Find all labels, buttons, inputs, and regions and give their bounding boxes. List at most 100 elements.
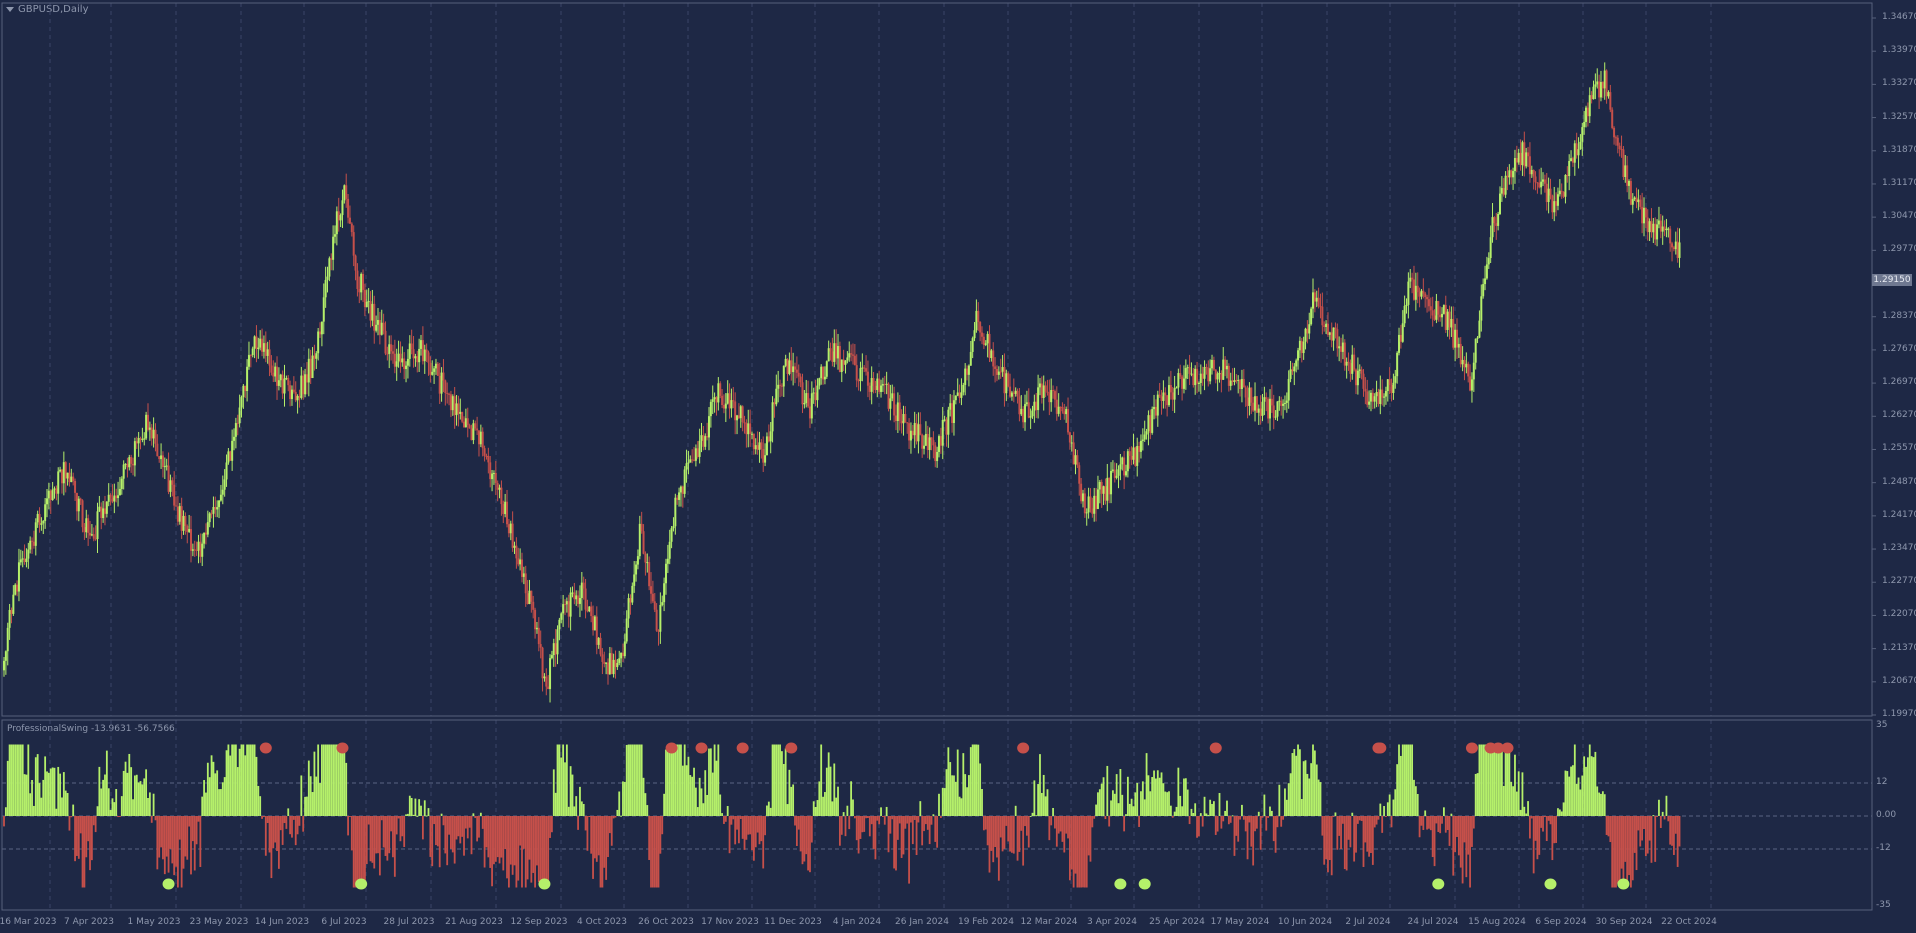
indicator-bar	[689, 775, 692, 816]
candle-body	[545, 676, 548, 687]
indicator-bar	[1648, 816, 1651, 841]
indicator-bar	[145, 769, 148, 816]
candle-body	[233, 436, 236, 441]
candle-body	[1111, 469, 1114, 471]
indicator-bar	[1250, 816, 1253, 847]
indicator-bar	[536, 816, 538, 866]
candle-body	[1010, 392, 1013, 397]
indicator-bar	[90, 816, 93, 861]
candle-body	[483, 448, 486, 456]
indicator-bar	[506, 816, 508, 879]
candle-body	[124, 463, 127, 465]
candle-body	[659, 604, 662, 632]
indicator-bar	[1386, 802, 1389, 816]
indicator-bar	[964, 774, 967, 816]
indicator-bar	[767, 801, 770, 816]
price-tick-label: 1.22770	[1882, 576, 1916, 587]
indicator-bar	[730, 816, 733, 825]
candle-body	[997, 371, 1000, 375]
indicator-bar	[704, 770, 707, 816]
candle-body	[751, 433, 753, 435]
candle-body	[981, 332, 984, 337]
indicator-bar	[1654, 816, 1657, 862]
candle-body	[578, 597, 581, 604]
indicator-bar	[478, 816, 480, 838]
candle-body	[176, 506, 179, 522]
candle-body	[1024, 404, 1027, 423]
candle-body	[859, 368, 862, 382]
candle-body	[919, 424, 922, 435]
candle-body	[60, 469, 63, 484]
candle-body	[401, 358, 404, 363]
indicator-bar	[1302, 761, 1305, 816]
indicator-bar	[876, 816, 879, 821]
candle-body	[354, 255, 357, 271]
indicator-bar	[358, 816, 361, 888]
candle-body	[532, 601, 535, 610]
indicator-bar	[1641, 816, 1644, 841]
indicator-bar	[1644, 816, 1647, 857]
candle-body	[459, 411, 462, 414]
candle-body	[85, 518, 88, 533]
candle-body	[938, 436, 940, 452]
candle-body	[900, 420, 903, 424]
indicator-bar	[319, 783, 321, 816]
candle-body	[504, 501, 507, 515]
indicator-bar	[868, 816, 871, 837]
candle-body	[1542, 179, 1545, 182]
candle-body	[674, 497, 677, 527]
candle-body	[1244, 387, 1247, 398]
candle-body	[960, 392, 963, 398]
candle-body	[1644, 207, 1647, 218]
indicator-bar	[1031, 812, 1034, 816]
indicator-bar	[700, 788, 703, 816]
candle-body	[603, 661, 606, 664]
indicator-bar	[1011, 816, 1013, 853]
indicator-bar	[771, 744, 774, 816]
indicator-bar	[1585, 766, 1587, 816]
indicator-bar	[455, 816, 458, 840]
indicator-bar	[1274, 816, 1277, 853]
indicator-bar	[49, 768, 52, 816]
candle-body	[399, 353, 402, 363]
candle-body	[491, 473, 494, 480]
candle-body	[1401, 323, 1404, 342]
indicator-bar	[530, 816, 533, 883]
indicator-bar	[1224, 810, 1227, 816]
candle-body	[1158, 394, 1161, 397]
indicator-bar	[534, 816, 536, 888]
indicator-bar	[483, 816, 486, 868]
candle-body	[1614, 137, 1617, 139]
candle-body	[812, 392, 815, 394]
indicator-bar	[147, 798, 149, 816]
date-tick-label: 23 May 2023	[189, 917, 249, 927]
indicator-bar	[1368, 816, 1370, 857]
candle-body	[1231, 380, 1234, 382]
candle-body	[1616, 137, 1619, 146]
indicator-bar	[1220, 816, 1223, 829]
indicator-bar	[795, 816, 798, 846]
indicator-bar	[594, 816, 596, 859]
indicator-bar	[1263, 794, 1266, 816]
indicator-bar	[651, 816, 654, 888]
indicator-bar	[1459, 816, 1462, 868]
indicator-bar	[423, 800, 426, 816]
candle-body	[1323, 325, 1326, 328]
indicator-bar	[848, 816, 851, 830]
collapse-triangle-icon[interactable]	[6, 7, 14, 12]
indicator-bar	[560, 757, 563, 816]
candle-body	[990, 350, 993, 359]
indicator-bar	[1233, 816, 1236, 856]
indicator-bar	[291, 816, 293, 838]
current-price-badge: 1.29150	[1872, 274, 1912, 286]
indicator-bar	[1269, 806, 1271, 816]
candle-body	[1317, 297, 1320, 307]
indicator-bar	[59, 773, 61, 816]
indicator-bar	[296, 816, 299, 835]
indicator-bar	[1676, 816, 1679, 867]
indicator-bar	[745, 816, 748, 840]
indicator-value-2: -56.7566	[134, 724, 175, 734]
candle-body	[1063, 411, 1066, 415]
indicator-bar	[1306, 773, 1309, 816]
